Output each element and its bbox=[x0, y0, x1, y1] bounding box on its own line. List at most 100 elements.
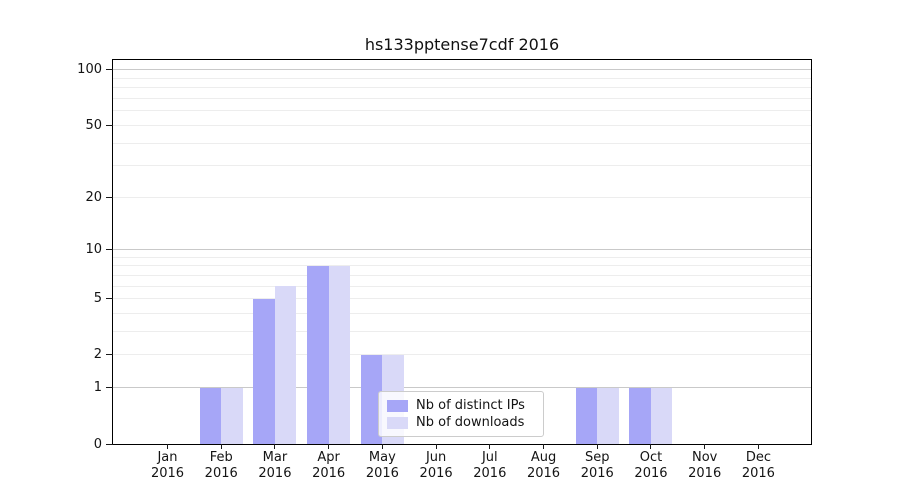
x-tick-month: Apr bbox=[317, 450, 340, 465]
bar-Mar-downloads bbox=[274, 286, 297, 444]
y-tick-label: 10 bbox=[85, 242, 102, 258]
gridline-minor bbox=[113, 265, 811, 267]
x-tick-label: Nov 2016 bbox=[675, 450, 735, 482]
y-tick-label: 50 bbox=[85, 117, 102, 133]
gridline-minor bbox=[113, 110, 811, 112]
legend-swatch-downloads bbox=[387, 416, 408, 429]
gridline-minor bbox=[113, 142, 811, 144]
x-tick bbox=[704, 444, 706, 449]
y-tick bbox=[106, 298, 113, 300]
x-tick bbox=[596, 444, 598, 449]
y-tick bbox=[106, 69, 113, 71]
chart-title: hs133pptense7cdf 2016 bbox=[364, 35, 560, 54]
x-tick bbox=[543, 444, 545, 449]
x-tick bbox=[328, 444, 330, 449]
x-tick bbox=[757, 444, 759, 449]
x-tick bbox=[381, 444, 383, 449]
x-tick bbox=[435, 444, 437, 449]
gridline-major bbox=[113, 249, 811, 251]
bar-Apr-ips bbox=[307, 265, 329, 444]
y-tick-label: 100 bbox=[77, 62, 102, 78]
x-tick bbox=[489, 444, 491, 449]
x-tick-month: Jan bbox=[157, 450, 178, 465]
legend: Nb of distinct IPs Nb of downloads bbox=[378, 391, 544, 437]
bar-Sep-ips bbox=[575, 387, 598, 444]
plot-area bbox=[112, 59, 812, 445]
x-tick-month: Sep bbox=[584, 450, 610, 465]
x-tick-month: Feb bbox=[209, 450, 233, 465]
gridline-minor bbox=[113, 274, 811, 276]
y-tick bbox=[106, 249, 113, 251]
gridline-minor bbox=[113, 87, 811, 89]
x-tick bbox=[167, 444, 168, 449]
y-tick-label: 2 bbox=[93, 347, 102, 363]
x-tick-year: 2016 bbox=[526, 466, 561, 481]
x-tick-label: Dec 2016 bbox=[728, 450, 788, 482]
x-tick-year: 2016 bbox=[580, 466, 614, 481]
gridline-minor bbox=[113, 124, 811, 126]
x-tick-month: Jun bbox=[425, 450, 447, 465]
gridline-minor bbox=[113, 256, 811, 258]
x-tick-label: Oct 2016 bbox=[621, 450, 681, 482]
gridline-major bbox=[113, 69, 811, 71]
bar-May-ips bbox=[360, 354, 383, 444]
x-tick bbox=[650, 444, 652, 449]
legend-label-distinct-ips: Nb of distinct IPs bbox=[416, 398, 525, 413]
x-tick-year: 2016 bbox=[634, 466, 668, 481]
bar-Oct-downloads bbox=[650, 387, 673, 444]
bar-Mar-ips bbox=[253, 298, 275, 444]
y-tick bbox=[106, 387, 113, 389]
gridline-minor bbox=[113, 196, 811, 198]
x-tick-year: 2016 bbox=[258, 466, 292, 481]
x-tick-year: 2016 bbox=[312, 466, 346, 481]
x-tick-label: Aug 2016 bbox=[514, 450, 574, 482]
y-tick bbox=[106, 196, 113, 198]
bar-Feb-ips bbox=[199, 387, 222, 444]
x-tick-year: 2016 bbox=[419, 466, 453, 481]
x-tick-label: Apr 2016 bbox=[299, 450, 359, 482]
y-tick bbox=[106, 443, 113, 445]
y-tick-label: 0 bbox=[93, 436, 102, 452]
x-tick-label: Mar 2016 bbox=[245, 450, 305, 482]
bar-Oct-ips bbox=[629, 387, 651, 444]
x-tick-label: Sep 2016 bbox=[567, 450, 627, 482]
x-tick-month: May bbox=[368, 450, 396, 465]
gridline-major bbox=[113, 387, 811, 389]
gridline-minor bbox=[113, 313, 811, 315]
gridline-minor bbox=[113, 331, 811, 333]
x-tick-label: Feb 2016 bbox=[191, 450, 251, 482]
x-tick-label: Jan 2016 bbox=[138, 450, 198, 482]
x-tick-label: May 2016 bbox=[352, 450, 412, 482]
x-tick-month: Oct bbox=[639, 450, 663, 465]
x-tick-label: Jul 2016 bbox=[460, 450, 520, 482]
gridline-minor bbox=[113, 165, 811, 167]
gridline-minor bbox=[113, 98, 811, 100]
bar-Sep-downloads bbox=[597, 387, 619, 444]
legend-swatch-distinct-ips bbox=[387, 399, 408, 412]
x-tick-month: Jul bbox=[481, 450, 498, 465]
y-tick-label: 20 bbox=[85, 189, 102, 205]
bar-Apr-downloads bbox=[328, 265, 351, 444]
x-tick-month: Dec bbox=[745, 450, 771, 465]
x-tick-year: 2016 bbox=[688, 466, 722, 481]
y-tick-label: 1 bbox=[93, 380, 102, 396]
x-tick bbox=[220, 444, 222, 449]
x-tick-year: 2016 bbox=[473, 466, 507, 481]
y-tick bbox=[106, 354, 113, 356]
x-tick-year: 2016 bbox=[150, 466, 185, 481]
x-tick bbox=[274, 444, 276, 449]
x-tick-label: Jun 2016 bbox=[406, 450, 466, 482]
x-tick-year: 2016 bbox=[741, 466, 775, 481]
x-tick-year: 2016 bbox=[204, 466, 238, 481]
y-tick bbox=[106, 124, 113, 126]
x-tick-month: Nov bbox=[692, 450, 718, 465]
gridline-minor bbox=[113, 285, 811, 287]
x-tick-month: Aug bbox=[530, 450, 557, 465]
bar-Feb-downloads bbox=[221, 387, 243, 444]
gridline-minor bbox=[113, 77, 811, 79]
x-tick-month: Mar bbox=[262, 450, 288, 465]
legend-item-distinct-ips: Nb of distinct IPs bbox=[387, 397, 535, 414]
legend-item-downloads: Nb of downloads bbox=[387, 414, 535, 431]
gridline-minor bbox=[113, 354, 811, 356]
